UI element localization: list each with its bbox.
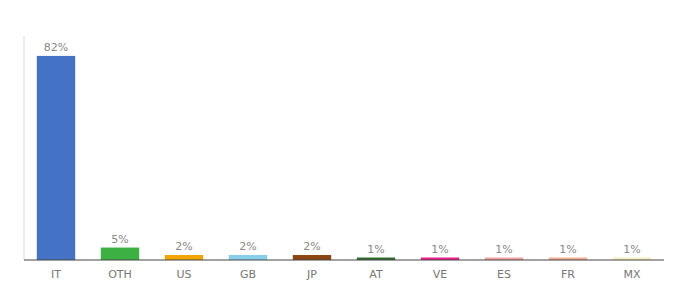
x-axis: IT OTH US GB JP AT VE ES FR MX [51, 268, 641, 281]
x-tick-label: MX [623, 268, 640, 281]
x-axis-line [24, 260, 664, 261]
chart-container: 82% 5% 2% 2% 2% 1% 1% 1% 1% 1% IT OTH US GB JP AT VE ES FR… [0, 0, 680, 300]
data-label: 1% [623, 243, 640, 256]
x-tick-label: VE [433, 268, 448, 281]
x-tick-label: FR [561, 268, 575, 281]
y-axis-line [24, 36, 25, 260]
x-tick-label: ES [497, 268, 511, 281]
x-tick-label: GB [240, 268, 256, 281]
data-label: 2% [175, 240, 192, 253]
bar [293, 255, 331, 260]
data-label: 82% [44, 41, 68, 54]
x-tick-label: IT [51, 268, 61, 281]
bar [165, 255, 203, 260]
x-tick-label: OTH [108, 268, 132, 281]
data-label: 1% [495, 243, 512, 256]
data-label: 5% [111, 233, 128, 246]
x-tick-label: JP [306, 268, 317, 281]
data-label: 2% [239, 240, 256, 253]
bar [37, 56, 75, 260]
data-label: 2% [303, 240, 320, 253]
bar [101, 248, 139, 260]
data-labels: 82% 5% 2% 2% 2% 1% 1% 1% 1% 1% [44, 41, 641, 256]
x-tick-label: AT [369, 268, 383, 281]
data-label: 1% [559, 243, 576, 256]
x-tick-label: US [176, 268, 191, 281]
bar [229, 255, 267, 260]
chart-svg: 82% 5% 2% 2% 2% 1% 1% 1% 1% 1% IT OTH US GB JP AT VE ES FR… [0, 0, 680, 300]
data-label: 1% [367, 243, 384, 256]
bars [37, 56, 651, 260]
data-label: 1% [431, 243, 448, 256]
